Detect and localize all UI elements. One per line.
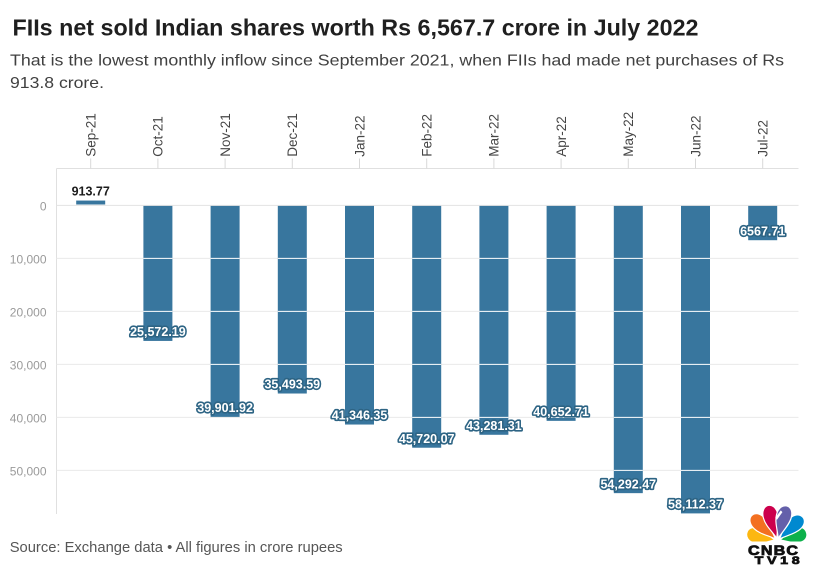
svg-text:6567.71: 6567.71 (740, 224, 785, 238)
svg-text:That is the lowest monthly inf: That is the lowest monthly inflow since … (10, 52, 784, 69)
svg-text:30,000: 30,000 (10, 358, 47, 372)
svg-text:Apr-22: Apr-22 (554, 116, 569, 157)
svg-text:May-22: May-22 (621, 112, 636, 157)
svg-text:35,493.59: 35,493.59 (264, 378, 320, 392)
svg-text:54,292.47: 54,292.47 (600, 477, 656, 491)
svg-text:20,000: 20,000 (10, 305, 47, 319)
svg-text:45,720.07: 45,720.07 (399, 432, 455, 446)
svg-text:41,346.35: 41,346.35 (332, 409, 388, 423)
svg-text:TV18: TV18 (755, 553, 804, 566)
svg-text:25,572.19: 25,572.19 (130, 325, 186, 339)
svg-text:913.77: 913.77 (72, 184, 110, 198)
svg-text:40,652.71: 40,652.71 (533, 405, 589, 419)
svg-text:Sep-21: Sep-21 (84, 113, 99, 157)
svg-text:40,000: 40,000 (10, 411, 47, 425)
svg-text:0: 0 (40, 199, 47, 213)
svg-text:50,000: 50,000 (10, 464, 47, 478)
svg-text:FIIs net sold Indian shares wo: FIIs net sold Indian shares worth Rs 6,5… (13, 15, 699, 41)
svg-text:58,112.37: 58,112.37 (668, 498, 723, 512)
svg-text:Nov-21: Nov-21 (218, 113, 233, 157)
svg-text:43,281.31: 43,281.31 (466, 419, 522, 433)
svg-text:913.8 crore.: 913.8 crore. (10, 75, 104, 92)
svg-text:Jun-22: Jun-22 (688, 116, 703, 157)
svg-text:Dec-21: Dec-21 (285, 113, 300, 157)
svg-text:39,901.92: 39,901.92 (197, 401, 253, 415)
svg-text:CNBC: CNBC (748, 543, 799, 559)
svg-text:Oct-21: Oct-21 (151, 116, 166, 157)
svg-text:Jul-22: Jul-22 (756, 120, 771, 157)
svg-text:Mar-22: Mar-22 (487, 114, 502, 157)
svg-text:10,000: 10,000 (10, 252, 47, 266)
svg-text:Jan-22: Jan-22 (352, 116, 367, 157)
svg-text:Source: Exchange data • All fi: Source: Exchange data • All figures in c… (10, 539, 343, 556)
svg-text:Feb-22: Feb-22 (420, 114, 435, 157)
